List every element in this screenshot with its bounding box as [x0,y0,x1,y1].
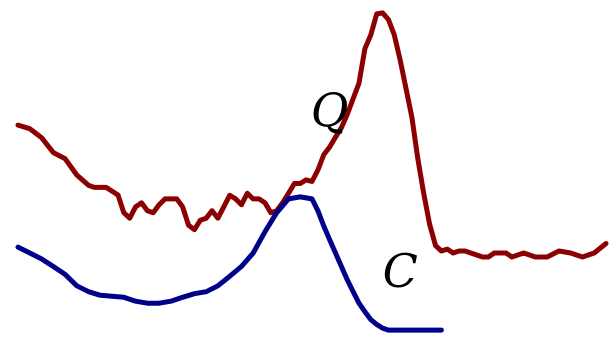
series-label-q: Q [311,83,349,137]
series-line-c [15,194,444,333]
label-layer: QC [311,83,418,298]
series-layer [15,10,609,333]
series-line-q [15,10,609,260]
series-label-c: C [383,244,418,298]
